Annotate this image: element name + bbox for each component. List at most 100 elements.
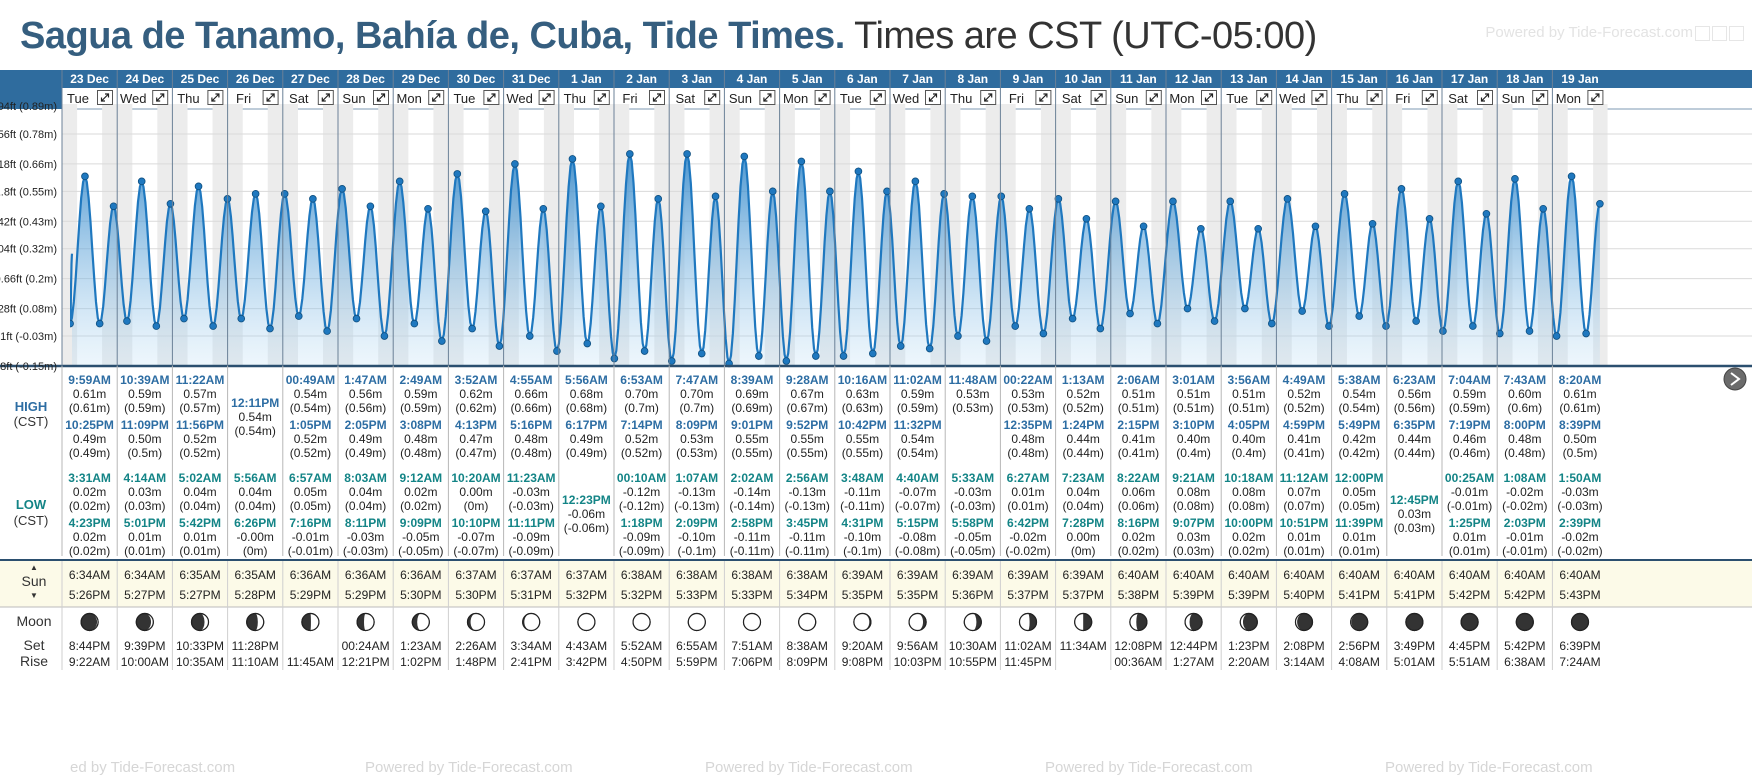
- tide-point: [1511, 175, 1519, 183]
- footer-powered-by[interactable]: Powered by Tide-Forecast.com: [705, 759, 913, 776]
- high-tide-time: 11:09PM: [121, 418, 169, 432]
- moon-phase-icon: [1129, 612, 1148, 632]
- day-of-week: Fri: [1395, 91, 1410, 106]
- high-tide-time: 9:28AM: [786, 373, 829, 387]
- sunrise-time: 6:39AM: [842, 568, 883, 582]
- low-tide-time: 1:18PM: [621, 516, 663, 530]
- high-tide-time: 4:49AM: [1283, 373, 1326, 387]
- y-tick-label: 2.94ft (0.89m): [0, 101, 57, 113]
- day-of-week: Mon: [783, 91, 808, 106]
- high-tide-time: 4:05PM: [1228, 418, 1270, 432]
- moonrise-time: 9:08PM: [842, 655, 883, 669]
- tide-point: [1039, 329, 1048, 338]
- day-date: 17 Jan: [1451, 72, 1488, 86]
- low-tide-time: 9:09PM: [400, 516, 442, 530]
- sunset-time: 5:42PM: [1449, 588, 1490, 602]
- day-date: 6 Jan: [847, 72, 878, 86]
- low-tide-height: -0.05m: [402, 530, 439, 544]
- low-tide-metric: (-0.11m): [730, 544, 774, 558]
- sunrise-time: 6:40AM: [1504, 568, 1545, 582]
- low-tide-time: 9:21AM: [1172, 471, 1215, 485]
- low-tide-metric: (-0.09m): [619, 544, 664, 558]
- high-tide-time: 6:53AM: [620, 373, 663, 387]
- moonset-time: 7:51AM: [731, 639, 772, 653]
- row-label-rise: Rise: [20, 653, 48, 669]
- high-tide-time: 2:05PM: [345, 418, 387, 432]
- tide-point: [352, 314, 361, 323]
- moon-phase-icon: [632, 612, 651, 632]
- sunrise-time: 6:36AM: [345, 568, 386, 582]
- moon-phase-icon: [908, 612, 927, 632]
- footer-powered-by[interactable]: ed by Tide-Forecast.com: [70, 759, 236, 776]
- high-tide-metric: (0.44m): [1063, 446, 1104, 460]
- low-tide-time: 3:31AM: [68, 471, 111, 485]
- low-tide-height: -0.00m: [237, 530, 274, 544]
- tide-point: [740, 152, 749, 161]
- tide-point: [266, 324, 274, 333]
- day-of-week: Sat: [1448, 91, 1468, 106]
- high-tide-height: 0.66m: [515, 387, 548, 401]
- tide-point: [1596, 200, 1604, 208]
- day-column: 9 JanFri00:22AM0.53m(0.53m)12:35PM0.48m(…: [999, 70, 1053, 670]
- high-tide-height: 0.48m: [404, 432, 437, 446]
- high-tide-height: 0.53m: [956, 387, 989, 401]
- sunset-time: 5:43PM: [1559, 588, 1600, 602]
- low-tide-height: 0.00m: [459, 485, 492, 499]
- low-tide-time: 6:26PM: [234, 516, 276, 530]
- footer-powered-by[interactable]: Powered by Tide-Forecast.com: [1045, 759, 1253, 776]
- high-tide-height: 0.57m: [183, 387, 216, 401]
- low-tide-metric: (0.01m): [124, 544, 165, 558]
- tide-point: [495, 342, 504, 350]
- low-tide-time: 8:22AM: [1117, 471, 1160, 485]
- moonset-time: 3:49PM: [1394, 639, 1435, 653]
- powered-by-top[interactable]: Powered by Tide-Forecast.com: [1485, 24, 1744, 41]
- low-tide-height: 0.01m: [128, 530, 161, 544]
- sunset-time: 5:39PM: [1228, 588, 1269, 602]
- day-date: 4 Jan: [737, 72, 768, 86]
- tide-point: [1368, 219, 1377, 228]
- high-tide-time: 11:48AM: [948, 373, 997, 387]
- high-tide-height: 0.70m: [625, 387, 658, 401]
- footer-powered-by[interactable]: Powered by Tide-Forecast.com: [1385, 759, 1593, 776]
- low-tide-metric: (-0.09m): [509, 544, 554, 558]
- high-tide-metric: (0.54m): [235, 424, 276, 438]
- low-tide-height: -0.01m: [1506, 530, 1543, 544]
- moonset-time: 6:55AM: [676, 639, 717, 653]
- tide-point: [697, 349, 706, 358]
- day-date: 19 Jan: [1561, 72, 1598, 86]
- high-tide-height: 0.56m: [349, 387, 382, 401]
- high-tide-height: 0.54m: [294, 387, 327, 401]
- low-tide-height: -0.01m: [292, 530, 329, 544]
- high-tide-height: 0.61m: [73, 387, 106, 401]
- high-tide-height: 0.48m: [1508, 432, 1541, 446]
- moon-phase-icon: [1570, 612, 1590, 632]
- sunset-time: 5:27PM: [179, 588, 220, 602]
- low-tide-time: 11:11PM: [508, 516, 555, 530]
- moonset-time: 8:44PM: [69, 639, 110, 653]
- expand-icon: [483, 90, 500, 105]
- footer-powered-by[interactable]: Powered by Tide-Forecast.com: [365, 759, 573, 776]
- high-tide-metric: (0.51m): [1118, 401, 1159, 415]
- day-of-week: Fri: [622, 91, 637, 106]
- tide-point: [309, 195, 317, 203]
- low-tide-metric: (0.03m): [124, 499, 165, 513]
- high-tide-time: 10:39AM: [120, 373, 169, 387]
- sunset-time: 5:36PM: [952, 588, 993, 602]
- tide-point: [539, 205, 548, 213]
- high-tide-height: 0.51m: [1122, 387, 1155, 401]
- high-tide-height: 0.55m: [846, 432, 879, 446]
- tide-point: [626, 150, 634, 158]
- low-tide-metric: (0.01m): [1339, 544, 1380, 558]
- row-label-high: HIGH: [15, 399, 48, 414]
- high-tide-time: 6:17PM: [565, 418, 607, 432]
- tide-chart[interactable]: 2.94ft (0.89m) 1.56ft (0.78m) 2.18ft (0.66…: [0, 70, 1752, 756]
- high-tide-height: 0.48m: [515, 432, 548, 446]
- moon-phase-icon: [1350, 612, 1369, 632]
- day-date: 29 Dec: [401, 72, 440, 86]
- low-tide-time: 12:45PM: [1390, 493, 1439, 507]
- moonrise-time: 1:27AM: [1173, 655, 1214, 669]
- moon-phase-icon: [1074, 612, 1093, 632]
- high-tide-metric: (0.55m): [731, 446, 772, 460]
